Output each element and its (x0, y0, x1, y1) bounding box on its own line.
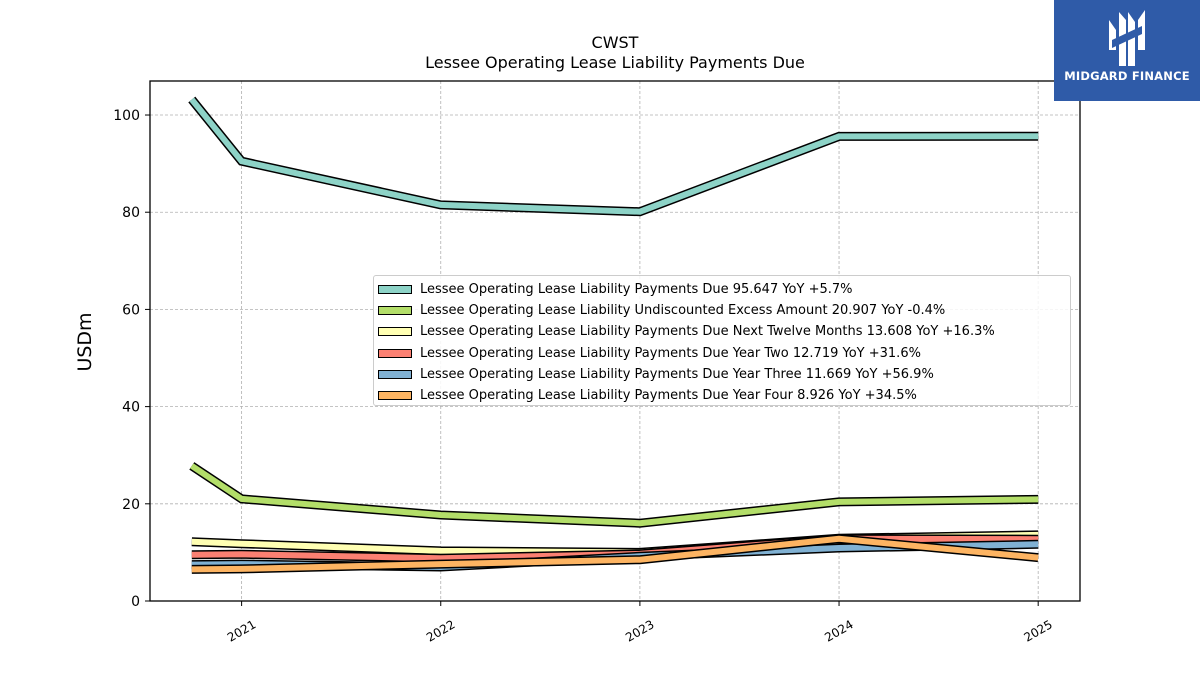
legend-item: Lessee Operating Lease Liability Payment… (374, 364, 1070, 385)
plot-area-frame (149, 80, 1081, 602)
y-tick-label: 20 (122, 497, 140, 513)
chart-title: CWST (592, 33, 639, 52)
series-line-outline (189, 462, 1039, 528)
legend: Lessee Operating Lease Liability Payment… (373, 275, 1071, 406)
legend-label: Lessee Operating Lease Liability Payment… (420, 282, 853, 297)
logo-text: MIDGARD FINANCE (1064, 69, 1190, 83)
chart-subtitle: Lessee Operating Lease Liability Payment… (425, 53, 805, 72)
y-tick-label: 100 (113, 108, 140, 124)
x-tick-label: 2022 (424, 617, 457, 644)
legend-label: Lessee Operating Lease Liability Payment… (420, 324, 995, 340)
logo-mark-icon (1109, 10, 1145, 66)
x-tick-label: 2021 (225, 617, 258, 644)
legend-label: Lessee Operating Lease Liability Payment… (420, 345, 921, 361)
legend-item: Lessee Operating Lease Liability Payment… (374, 385, 1070, 406)
y-tick-label: 60 (122, 302, 140, 318)
series-line-fill (191, 535, 1039, 573)
series-line-fill (189, 97, 1039, 215)
series-line (189, 462, 1039, 528)
y-axis-ticks: 0 20 40 60 80 100 (113, 108, 150, 610)
legend-label: Lessee Operating Lease Liability Payment… (420, 387, 917, 403)
legend-label: Lessee Operating Lease Liability Payment… (420, 366, 934, 382)
x-tick-label: 2023 (623, 617, 656, 644)
x-axis-ticks: 2021 2022 2023 2024 2025 (225, 601, 1055, 645)
legend-swatch (378, 306, 412, 316)
brand-logo: MIDGARD FINANCE (1054, 0, 1200, 101)
legend-swatch (378, 327, 412, 337)
series-line-outline (188, 96, 1039, 217)
y-tick-label: 40 (122, 400, 140, 416)
x-tick-label: 2024 (822, 617, 855, 644)
y-tick-label: 80 (122, 205, 140, 221)
legend-swatch (378, 390, 412, 400)
series-line (188, 96, 1039, 217)
series-line-fill (190, 463, 1039, 527)
series-lines (188, 96, 1039, 574)
series-line (191, 534, 1039, 574)
y-tick-label: 0 (131, 594, 140, 610)
legend-swatch (378, 348, 412, 358)
x-tick-label: 2025 (1021, 617, 1054, 644)
legend-item: Lessee Operating Lease Liability Payment… (374, 321, 1070, 342)
legend-label: Lessee Operating Lease Liability Undisco… (420, 303, 946, 319)
legend-swatch (378, 285, 412, 294)
y-axis-label: USDm (74, 312, 96, 371)
legend-item: Lessee Operating Lease Liability Payment… (374, 343, 1070, 364)
legend-item: Lessee Operating Lease Liability Payment… (374, 279, 1070, 300)
legend-swatch (378, 369, 412, 379)
legend-item: Lessee Operating Lease Liability Undisco… (374, 300, 1070, 321)
